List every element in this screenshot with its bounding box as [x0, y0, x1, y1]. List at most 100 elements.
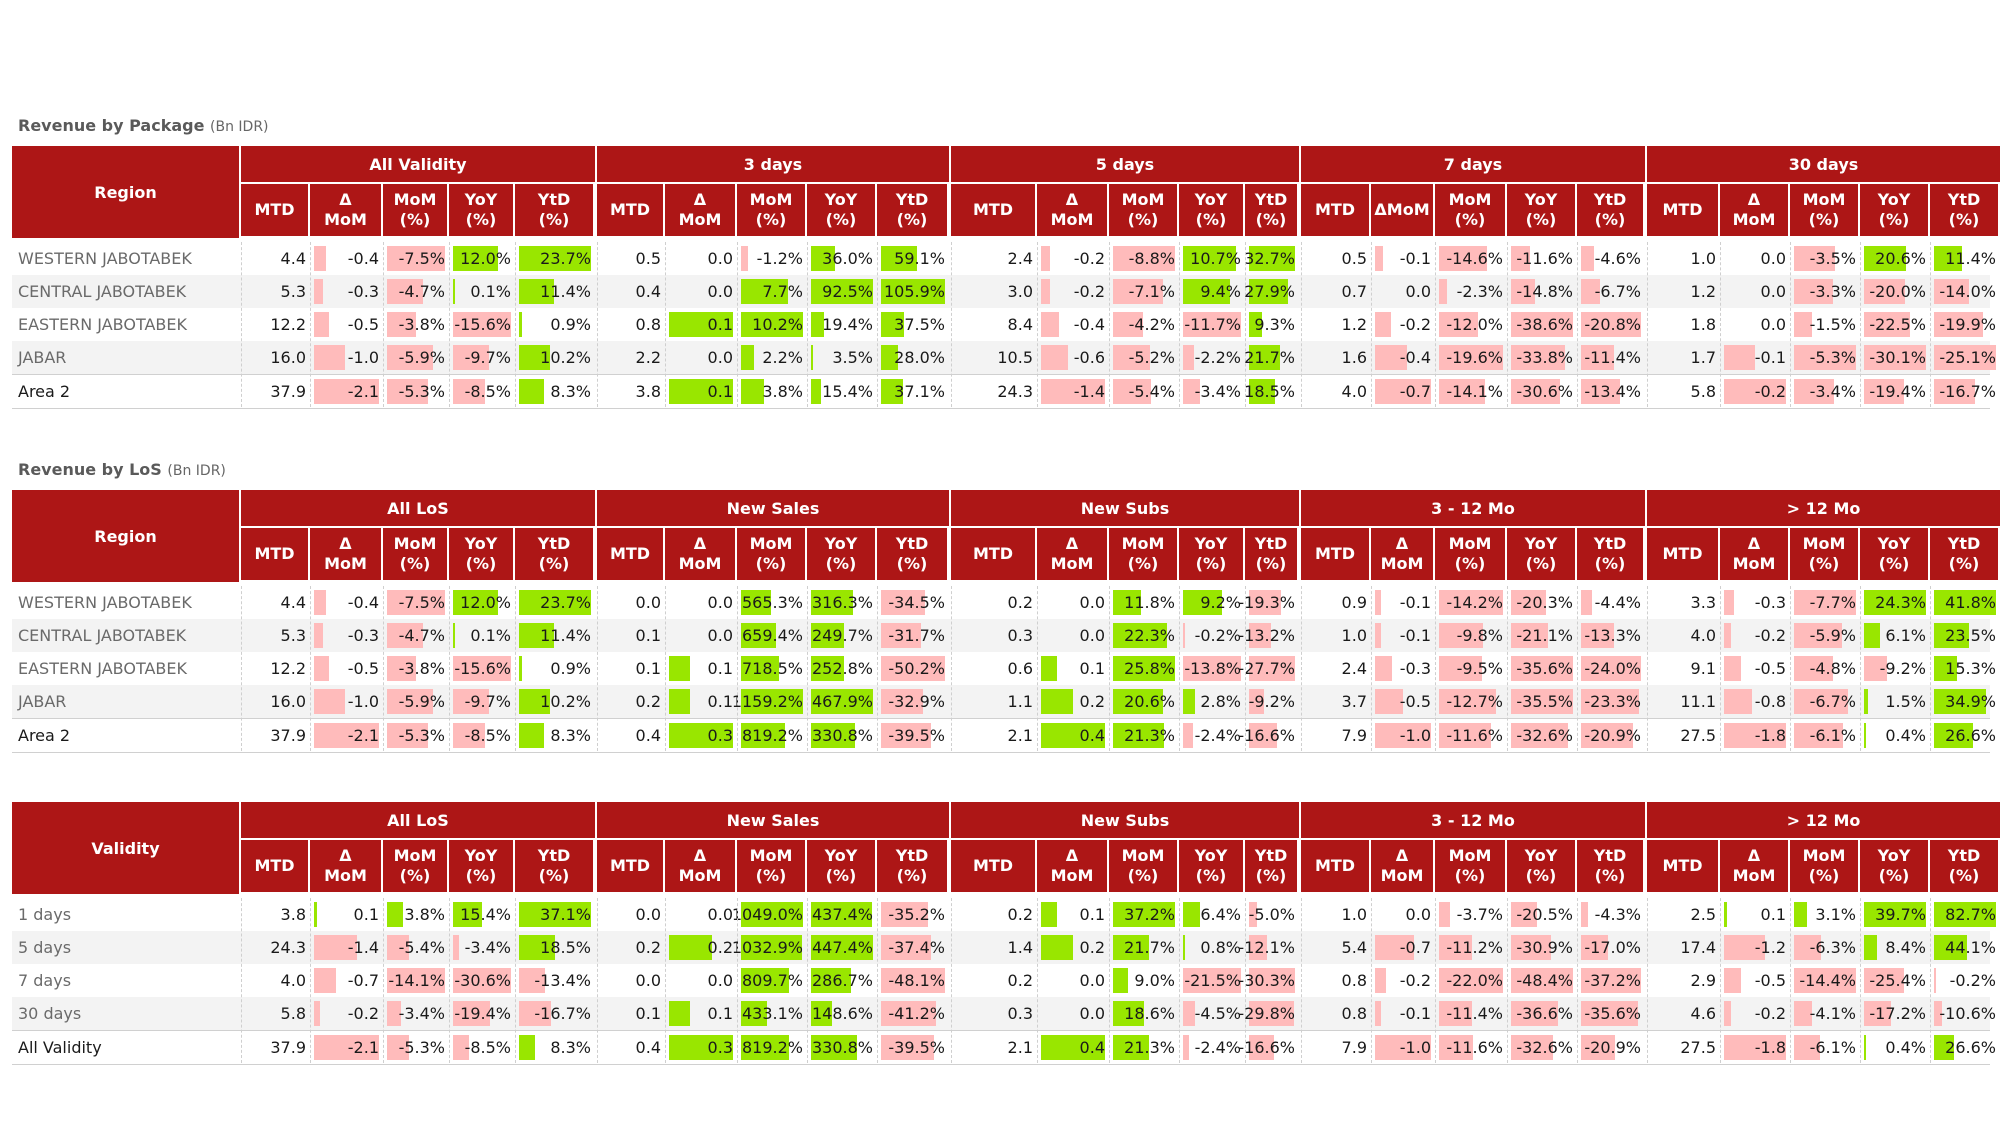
- cell-value: 16.0: [270, 348, 306, 367]
- cell-value: 23.5%: [1945, 626, 1996, 645]
- negative-bar: [1439, 935, 1472, 960]
- table-cell: 28.0%: [877, 341, 949, 374]
- table-cell: -1.5%: [1790, 308, 1860, 341]
- positive-bar: [519, 590, 591, 615]
- table-cell: 10.5: [951, 341, 1037, 374]
- cell-value: 0.5: [635, 249, 661, 268]
- table-cell: -1.2%: [737, 242, 807, 275]
- column-header: YoY (%): [1507, 528, 1575, 580]
- table-cell: -7.5%: [383, 586, 449, 619]
- positive-bar: [669, 689, 691, 714]
- table-cell: -16.7%: [1930, 375, 2000, 408]
- cell-value: -0.4: [347, 249, 379, 268]
- cell-value: 1.6: [1341, 348, 1367, 367]
- column-divider: [310, 586, 311, 751]
- column-divider: [665, 586, 666, 751]
- cell-value: -5.3%: [1809, 348, 1856, 367]
- negative-bar: [314, 590, 327, 615]
- cell-value: 0.1%: [470, 282, 511, 301]
- row-label: WESTERN JABOTABEK: [18, 593, 192, 612]
- column-divider: [1720, 242, 1721, 407]
- table-cell: 23.5%: [1930, 619, 2000, 652]
- negative-bar: [1249, 723, 1277, 748]
- table-cell: -37.4%: [877, 931, 949, 964]
- cell-value: 0.0: [1760, 315, 1786, 334]
- negative-bar: [1511, 723, 1568, 748]
- cell-value: 1.4: [1007, 938, 1033, 957]
- cell-value: -20.8%: [1584, 315, 1641, 334]
- cell-value: -0.5: [347, 315, 379, 334]
- cell-value: 0.7: [1341, 282, 1367, 301]
- cell-value: -1.4: [347, 938, 379, 957]
- negative-bar: [387, 1001, 401, 1026]
- table-cell: -32.6%: [1507, 1031, 1577, 1064]
- table-cell: 9.2%: [1179, 586, 1245, 619]
- positive-bar: [1724, 902, 1728, 927]
- cell-value: 8.3%: [550, 726, 591, 745]
- negative-bar: [1794, 590, 1856, 615]
- table-cell: 26.6%: [1930, 1031, 2000, 1064]
- table-row: Area 2 37.9 -2.1 -5.3% -8.5% 8.3% 3.8 0.1 3.8% 15…: [12, 374, 1996, 409]
- table-cell: 26.6%: [1930, 719, 2000, 752]
- column-header: YoY (%): [807, 840, 875, 892]
- column-header: MoM (%): [1790, 840, 1858, 892]
- table-cell: -0.2: [1371, 308, 1435, 341]
- column-divider: [1720, 898, 1721, 1063]
- positive-bar: [1864, 246, 1907, 271]
- column-header: YoY (%): [449, 528, 513, 580]
- negative-bar: [314, 312, 330, 337]
- cell-value: 433.1%: [741, 1004, 803, 1023]
- table-cell: -25.4%: [1860, 964, 1930, 997]
- cell-value: -4.5%: [1194, 1004, 1241, 1023]
- table-cell: -14.1%: [1435, 375, 1507, 408]
- table-cell: 37.9: [241, 375, 310, 408]
- table-cell: -48.4%: [1507, 964, 1577, 997]
- table-cell: -3.5%: [1790, 242, 1860, 275]
- table-cell: 0.1: [1720, 898, 1790, 931]
- table-cell: -33.8%: [1507, 341, 1577, 374]
- column-header: YtD (%): [1577, 184, 1643, 236]
- positive-bar: [519, 246, 591, 271]
- cell-value: -13.4%: [1584, 382, 1641, 401]
- cell-value: -5.2%: [1128, 348, 1175, 367]
- column-header: YoY (%): [1860, 184, 1928, 236]
- cell-value: -1.0: [1399, 726, 1431, 745]
- negative-bar: [387, 279, 424, 304]
- cell-value: 12.0%: [460, 249, 511, 268]
- table-cell: -0.7: [1371, 375, 1435, 408]
- cell-value: 0.1: [707, 692, 733, 711]
- table-cell: 22.3%: [1109, 619, 1179, 652]
- positive-bar: [453, 590, 498, 615]
- table-cell: -5.4%: [1109, 375, 1179, 408]
- column-header: YoY (%): [1179, 528, 1243, 580]
- cell-value: -21.1%: [1516, 626, 1573, 645]
- positive-bar: [811, 345, 814, 370]
- table-cell: 5.8: [241, 997, 310, 1030]
- column-header: MTD: [951, 184, 1035, 236]
- cell-value: -4.6%: [1594, 249, 1641, 268]
- table-cell: 10.2%: [737, 308, 807, 341]
- cell-value: -3.3%: [1809, 282, 1856, 301]
- cell-value: 3.7: [1341, 692, 1367, 711]
- table-row: EASTERN JABOTABEK 12.2 -0.5 -3.8% -15.6% 0.9%…: [12, 308, 1996, 341]
- cell-value: -2.1: [347, 1038, 379, 1057]
- table-cell: 0.9: [1301, 586, 1371, 619]
- table-cell: -23.3%: [1577, 685, 1645, 718]
- table-cell: 18.5%: [515, 931, 595, 964]
- cell-value: 7.9: [1341, 1038, 1367, 1057]
- group-header: New Subs: [951, 802, 1299, 838]
- cell-value: 59.1%: [894, 249, 945, 268]
- table-cell: -0.2: [310, 997, 383, 1030]
- table-cell: -35.6%: [1507, 652, 1577, 685]
- negative-bar: [453, 312, 511, 337]
- table-cell: 4.0: [1647, 619, 1720, 652]
- cell-value: -11.6%: [1516, 249, 1573, 268]
- column-divider: [807, 898, 808, 1063]
- table-cell: -10.6%: [1930, 997, 2000, 1030]
- cell-value: 37.9: [270, 726, 306, 745]
- column-divider: [449, 586, 450, 751]
- table-cell: 8.4%: [1860, 931, 1930, 964]
- table-cell: -20.9%: [1577, 1031, 1645, 1064]
